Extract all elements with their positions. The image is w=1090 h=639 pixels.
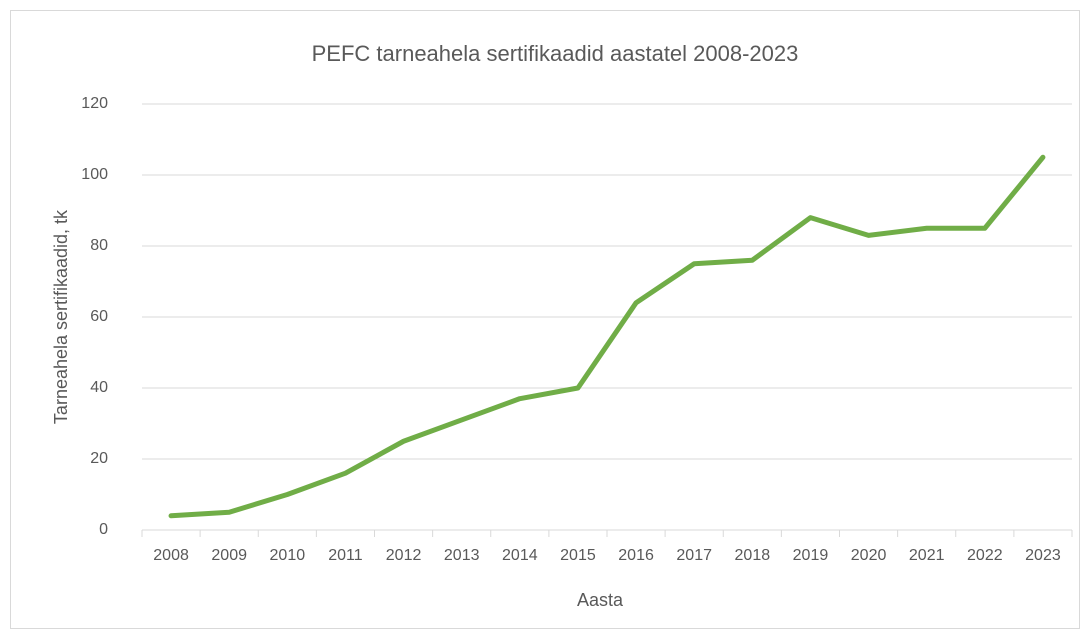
x-tick-label: 2008 <box>153 547 189 564</box>
y-tick-label: 80 <box>90 237 108 254</box>
y-tick-label: 60 <box>90 308 108 325</box>
x-tick-label: 2017 <box>676 547 712 564</box>
y-tick-label: 0 <box>99 521 108 538</box>
x-tick-label: 2013 <box>444 547 480 564</box>
x-tick-label: 2018 <box>735 547 771 564</box>
chart-title: PEFC tarneahela sertifikaadid aastatel 2… <box>312 41 799 66</box>
x-axis-title: Aasta <box>577 590 624 610</box>
chart-border <box>10 10 1080 629</box>
x-tick-label: 2011 <box>328 547 363 564</box>
x-tick-label: 2020 <box>851 547 887 564</box>
y-tick-label: 100 <box>81 166 108 183</box>
x-tick-label: 2012 <box>386 547 422 564</box>
x-tick-label: 2014 <box>502 547 538 564</box>
x-tick-label: 2010 <box>270 547 306 564</box>
y-tick-label: 20 <box>90 450 108 467</box>
x-tick-label: 2015 <box>560 547 596 564</box>
x-tick-label: 2022 <box>967 547 1003 564</box>
y-axis-title: Tarneahela sertifikaadid, tk <box>51 209 71 424</box>
x-tick-label: 2016 <box>618 547 654 564</box>
x-tick-label: 2021 <box>909 547 945 564</box>
y-tick-label: 40 <box>90 379 108 396</box>
x-tick-label: 2009 <box>211 547 247 564</box>
x-tick-label: 2019 <box>793 547 829 564</box>
series-line <box>168 154 1046 519</box>
x-tick-label: 2023 <box>1025 547 1061 564</box>
y-tick-label: 120 <box>81 95 108 112</box>
